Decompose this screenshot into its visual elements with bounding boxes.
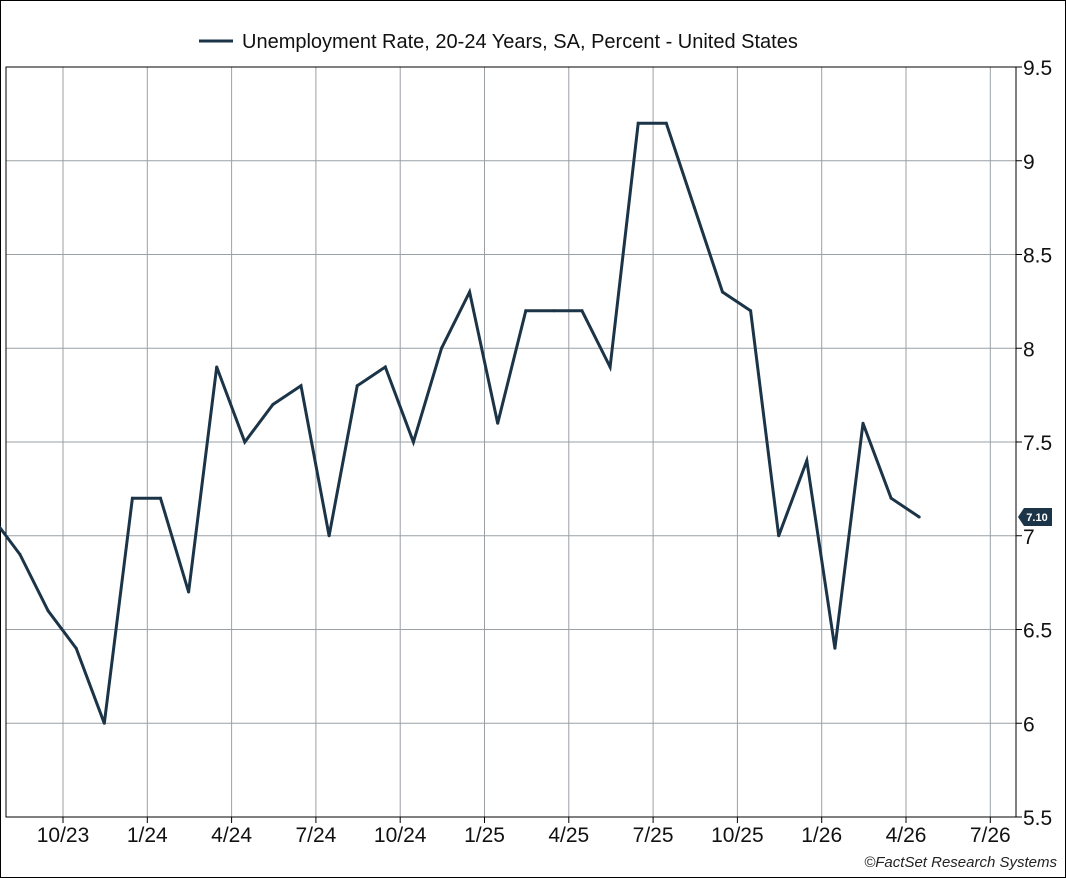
x-tick-label: 10/24 <box>374 824 427 847</box>
y-tick-label: 9 <box>1023 151 1035 174</box>
data-point <box>889 496 893 500</box>
data-point <box>552 309 556 313</box>
data-point <box>580 309 584 313</box>
y-tick-label: 7 <box>1023 526 1035 549</box>
data-point <box>299 384 303 388</box>
x-axis: 10/23 1/24 4/24 7/24 10/24 1/25 4/25 7/25 10/25 1… <box>37 817 1011 847</box>
grid-lines <box>6 66 1016 818</box>
legend-label: Unemployment Rate, 20-24 Years, SA, Perc… <box>242 31 798 53</box>
y-tick-label: 6 <box>1023 713 1035 736</box>
data-point <box>721 290 724 294</box>
x-tick-label: 7/25 <box>633 824 674 847</box>
data-point <box>664 121 668 125</box>
data-point <box>440 346 443 350</box>
y-tick-label: 6.5 <box>1023 620 1052 643</box>
y-tick-label: 9.5 <box>1023 57 1052 80</box>
data-point <box>130 496 134 500</box>
data-point <box>636 121 640 125</box>
data-point <box>468 290 472 294</box>
data-point <box>102 721 106 725</box>
y-tick-label: 5.5 <box>1023 807 1052 830</box>
x-tick-label: 4/26 <box>886 824 927 847</box>
x-tick-label: 4/24 <box>211 824 252 847</box>
data-point <box>608 365 612 369</box>
x-tick-label: 1/26 <box>801 824 842 847</box>
data-point <box>159 496 162 500</box>
y-tick-label: 7.5 <box>1023 432 1052 455</box>
data-points <box>18 121 921 725</box>
data-point <box>271 403 275 406</box>
data-point <box>917 515 921 519</box>
legend: Unemployment Rate, 20-24 Years, SA, Perc… <box>199 31 798 53</box>
last-value-label: 7.10 <box>1026 512 1047 524</box>
data-point <box>692 206 696 210</box>
data-point <box>805 459 809 463</box>
data-point <box>243 440 247 444</box>
x-tick-label: 4/25 <box>548 824 589 847</box>
data-point <box>411 440 415 444</box>
x-tick-label: 10/23 <box>37 824 90 847</box>
data-point <box>833 646 837 650</box>
y-axis: 5.5 6 6.5 7 7.5 8 8.5 9 9.5 <box>1016 57 1052 830</box>
data-point <box>383 365 387 369</box>
data-point <box>74 646 78 650</box>
y-tick-label: 8 <box>1023 338 1035 361</box>
x-tick-label: 10/25 <box>711 824 764 847</box>
data-point <box>46 609 50 613</box>
data-point <box>749 309 753 313</box>
x-tick-label: 7/26 <box>970 824 1011 847</box>
data-point <box>18 553 22 556</box>
y-tick-label: 8.5 <box>1023 245 1052 268</box>
data-point <box>327 534 331 538</box>
x-tick-label: 1/25 <box>464 824 505 847</box>
series-line <box>0 121 921 724</box>
data-point <box>187 590 191 594</box>
last-value-badge-shape <box>1018 508 1052 526</box>
data-point <box>496 421 500 425</box>
data-point <box>524 309 528 313</box>
data-point <box>777 534 781 538</box>
data-point <box>215 365 219 369</box>
data-point <box>355 384 359 388</box>
data-point <box>861 421 865 425</box>
x-tick-label: 7/24 <box>295 824 336 847</box>
copyright-credit: ©FactSet Research Systems <box>864 854 1057 871</box>
x-tick-label: 1/24 <box>127 824 168 847</box>
last-value-badge: 7.10 <box>1018 508 1052 526</box>
